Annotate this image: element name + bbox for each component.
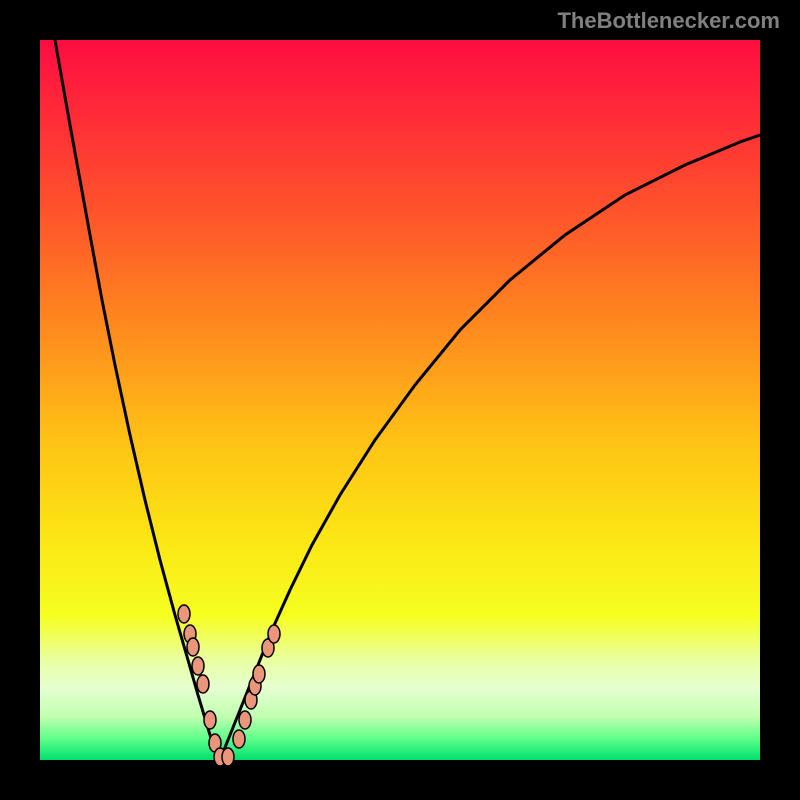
data-marker bbox=[268, 625, 280, 643]
chart-container: TheBottlenecker.com bbox=[0, 0, 800, 800]
data-marker bbox=[253, 665, 265, 683]
watermark-text: TheBottlenecker.com bbox=[557, 8, 780, 34]
data-marker bbox=[204, 711, 216, 729]
data-marker bbox=[192, 657, 204, 675]
data-marker bbox=[178, 605, 190, 623]
data-marker bbox=[187, 638, 199, 656]
bottleneck-chart bbox=[0, 0, 800, 800]
data-marker bbox=[197, 675, 209, 693]
data-marker bbox=[233, 730, 245, 748]
data-marker bbox=[222, 748, 234, 766]
plot-background bbox=[40, 40, 760, 760]
data-marker bbox=[239, 711, 251, 729]
